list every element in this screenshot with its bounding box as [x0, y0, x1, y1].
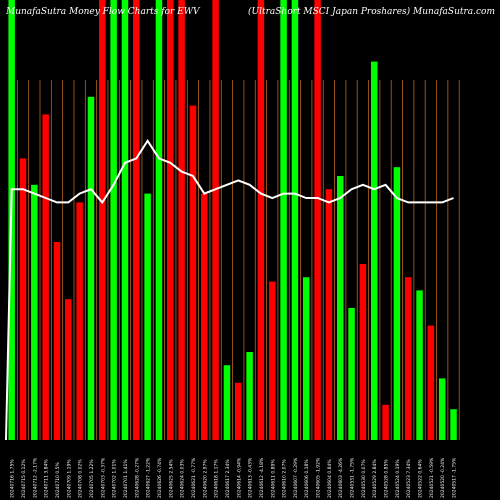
bar-outflow	[404, 277, 412, 440]
x-tick-label: 20240701 1.41%	[123, 459, 129, 498]
bar-outflow	[314, 0, 321, 440]
bar-inflow	[438, 378, 446, 440]
bar-inflow	[291, 0, 299, 440]
chart-title: MunafaSutra Money Flow Charts for EWV	[5, 7, 201, 17]
bar-outflow	[178, 0, 185, 440]
bar-inflow	[348, 308, 355, 440]
bar-outflow	[325, 189, 333, 440]
x-tick-label: 20240702 1.01%	[112, 459, 118, 498]
bar-outflow	[269, 281, 276, 440]
x-axis-labels: 20240716 1.75% 20240715 0.12% 20240712 -2.…	[10, 457, 458, 498]
x-tick-label: 20240709 1.19%	[66, 459, 72, 498]
x-tick-label: 20240621 -0.77%	[191, 457, 197, 498]
bar-inflow	[336, 176, 344, 440]
line-series	[5, 138, 454, 441]
grid-lines	[16, 80, 460, 440]
x-tick-label: 20240523 7.34%	[406, 459, 412, 498]
x-tick-label: 20240529 2.84%	[372, 459, 378, 498]
bar-outflow	[201, 193, 208, 440]
bar-inflow	[416, 290, 423, 440]
x-tick-label: 20240712 -2.17%	[32, 457, 38, 498]
x-tick-label: 20240606 0.18%	[304, 459, 310, 498]
bar-outflow	[19, 158, 27, 440]
x-tick-label: 20240530 0.07%	[361, 459, 367, 498]
bar-outflow	[76, 202, 83, 440]
bars	[8, 0, 457, 441]
x-tick-label: 20240517 -1.75%	[452, 457, 458, 498]
x-tick-label: 20240708 0.02%	[78, 459, 84, 498]
bar-inflow	[450, 409, 457, 440]
bar-inflow	[393, 167, 401, 440]
bar-outflow	[167, 0, 174, 440]
x-tick-label: 20240614 -0.94%	[236, 457, 242, 498]
x-tick-label: 20240603 -4.26%	[338, 457, 344, 498]
x-tick-label: 20240605 -1.92%	[316, 457, 322, 498]
bar-outflow	[359, 264, 367, 440]
x-tick-label: 20240617 2.34%	[225, 459, 231, 498]
x-tick-label: 20240611 0.89%	[270, 459, 276, 498]
x-tick-label: 20240627 -1.22%	[146, 457, 152, 498]
x-tick-label: 20240703 -0.37%	[100, 457, 106, 498]
x-tick-label: 20240604 0.84%	[327, 459, 333, 498]
bar-inflow	[223, 365, 231, 440]
x-tick-label: 20240618 1.17%	[214, 459, 220, 498]
bar-inflow	[121, 0, 129, 440]
x-tick-label: 20240705 1.22%	[89, 459, 95, 498]
x-tick-label: 20240520 -0.24%	[440, 457, 446, 498]
bar-outflow	[65, 299, 72, 440]
bar-inflow	[110, 0, 117, 440]
x-tick-label: 20240624 0.03%	[180, 459, 186, 498]
bar-outflow	[382, 404, 389, 440]
bar-outflow	[427, 325, 435, 440]
x-tick-label: 20240716 1.75%	[10, 459, 16, 498]
chart-subtitle: (UltraShort MSCI Japan Proshares) Munafa…	[248, 6, 495, 17]
x-tick-label: 20240613 -0.43%	[248, 457, 254, 498]
bar-inflow	[246, 352, 253, 440]
x-tick-label: 20240531 -1.75%	[350, 457, 356, 498]
bar-inflow	[87, 96, 95, 441]
bar-outflow	[212, 0, 219, 440]
x-tick-label: 20240521 -0.59%	[429, 457, 435, 498]
bar-outflow	[42, 114, 49, 441]
x-tick-label: 20240524 0.19%	[395, 459, 401, 498]
x-tick-label: 20240710 0.5%	[55, 462, 61, 498]
line-series-path	[5, 138, 454, 441]
bar-inflow	[302, 277, 310, 440]
x-tick-label: 20240612 -4.18%	[259, 457, 265, 498]
x-tick-label: 20240626 -0.74%	[157, 457, 163, 498]
bar-outflow	[235, 382, 242, 440]
bar-outflow	[189, 105, 197, 440]
bar-outflow	[99, 0, 106, 440]
x-tick-label: 20240607 -0.29%	[293, 457, 299, 498]
bar-outflow	[257, 0, 265, 440]
x-tick-label: 20240522 0.64%	[418, 459, 424, 498]
bar-inflow	[280, 0, 287, 440]
x-tick-label: 20240711 3.84%	[44, 459, 50, 498]
x-tick-label: 20240628 -0.27%	[134, 457, 140, 498]
x-tick-label: 20240715 0.12%	[21, 459, 27, 498]
x-tick-label: 20240620 2.97%	[202, 459, 208, 498]
bar-inflow	[155, 0, 163, 440]
bar-outflow	[133, 0, 140, 440]
x-tick-label: 20240610 2.07%	[282, 459, 288, 498]
bar-inflow	[31, 184, 38, 440]
bar-inflow	[144, 193, 151, 440]
bar-inflow	[370, 61, 378, 440]
x-tick-label: 20240528 0.85%	[384, 459, 390, 498]
x-tick-label: 20240625 2.54%	[168, 459, 174, 498]
bar-outflow	[53, 242, 61, 440]
